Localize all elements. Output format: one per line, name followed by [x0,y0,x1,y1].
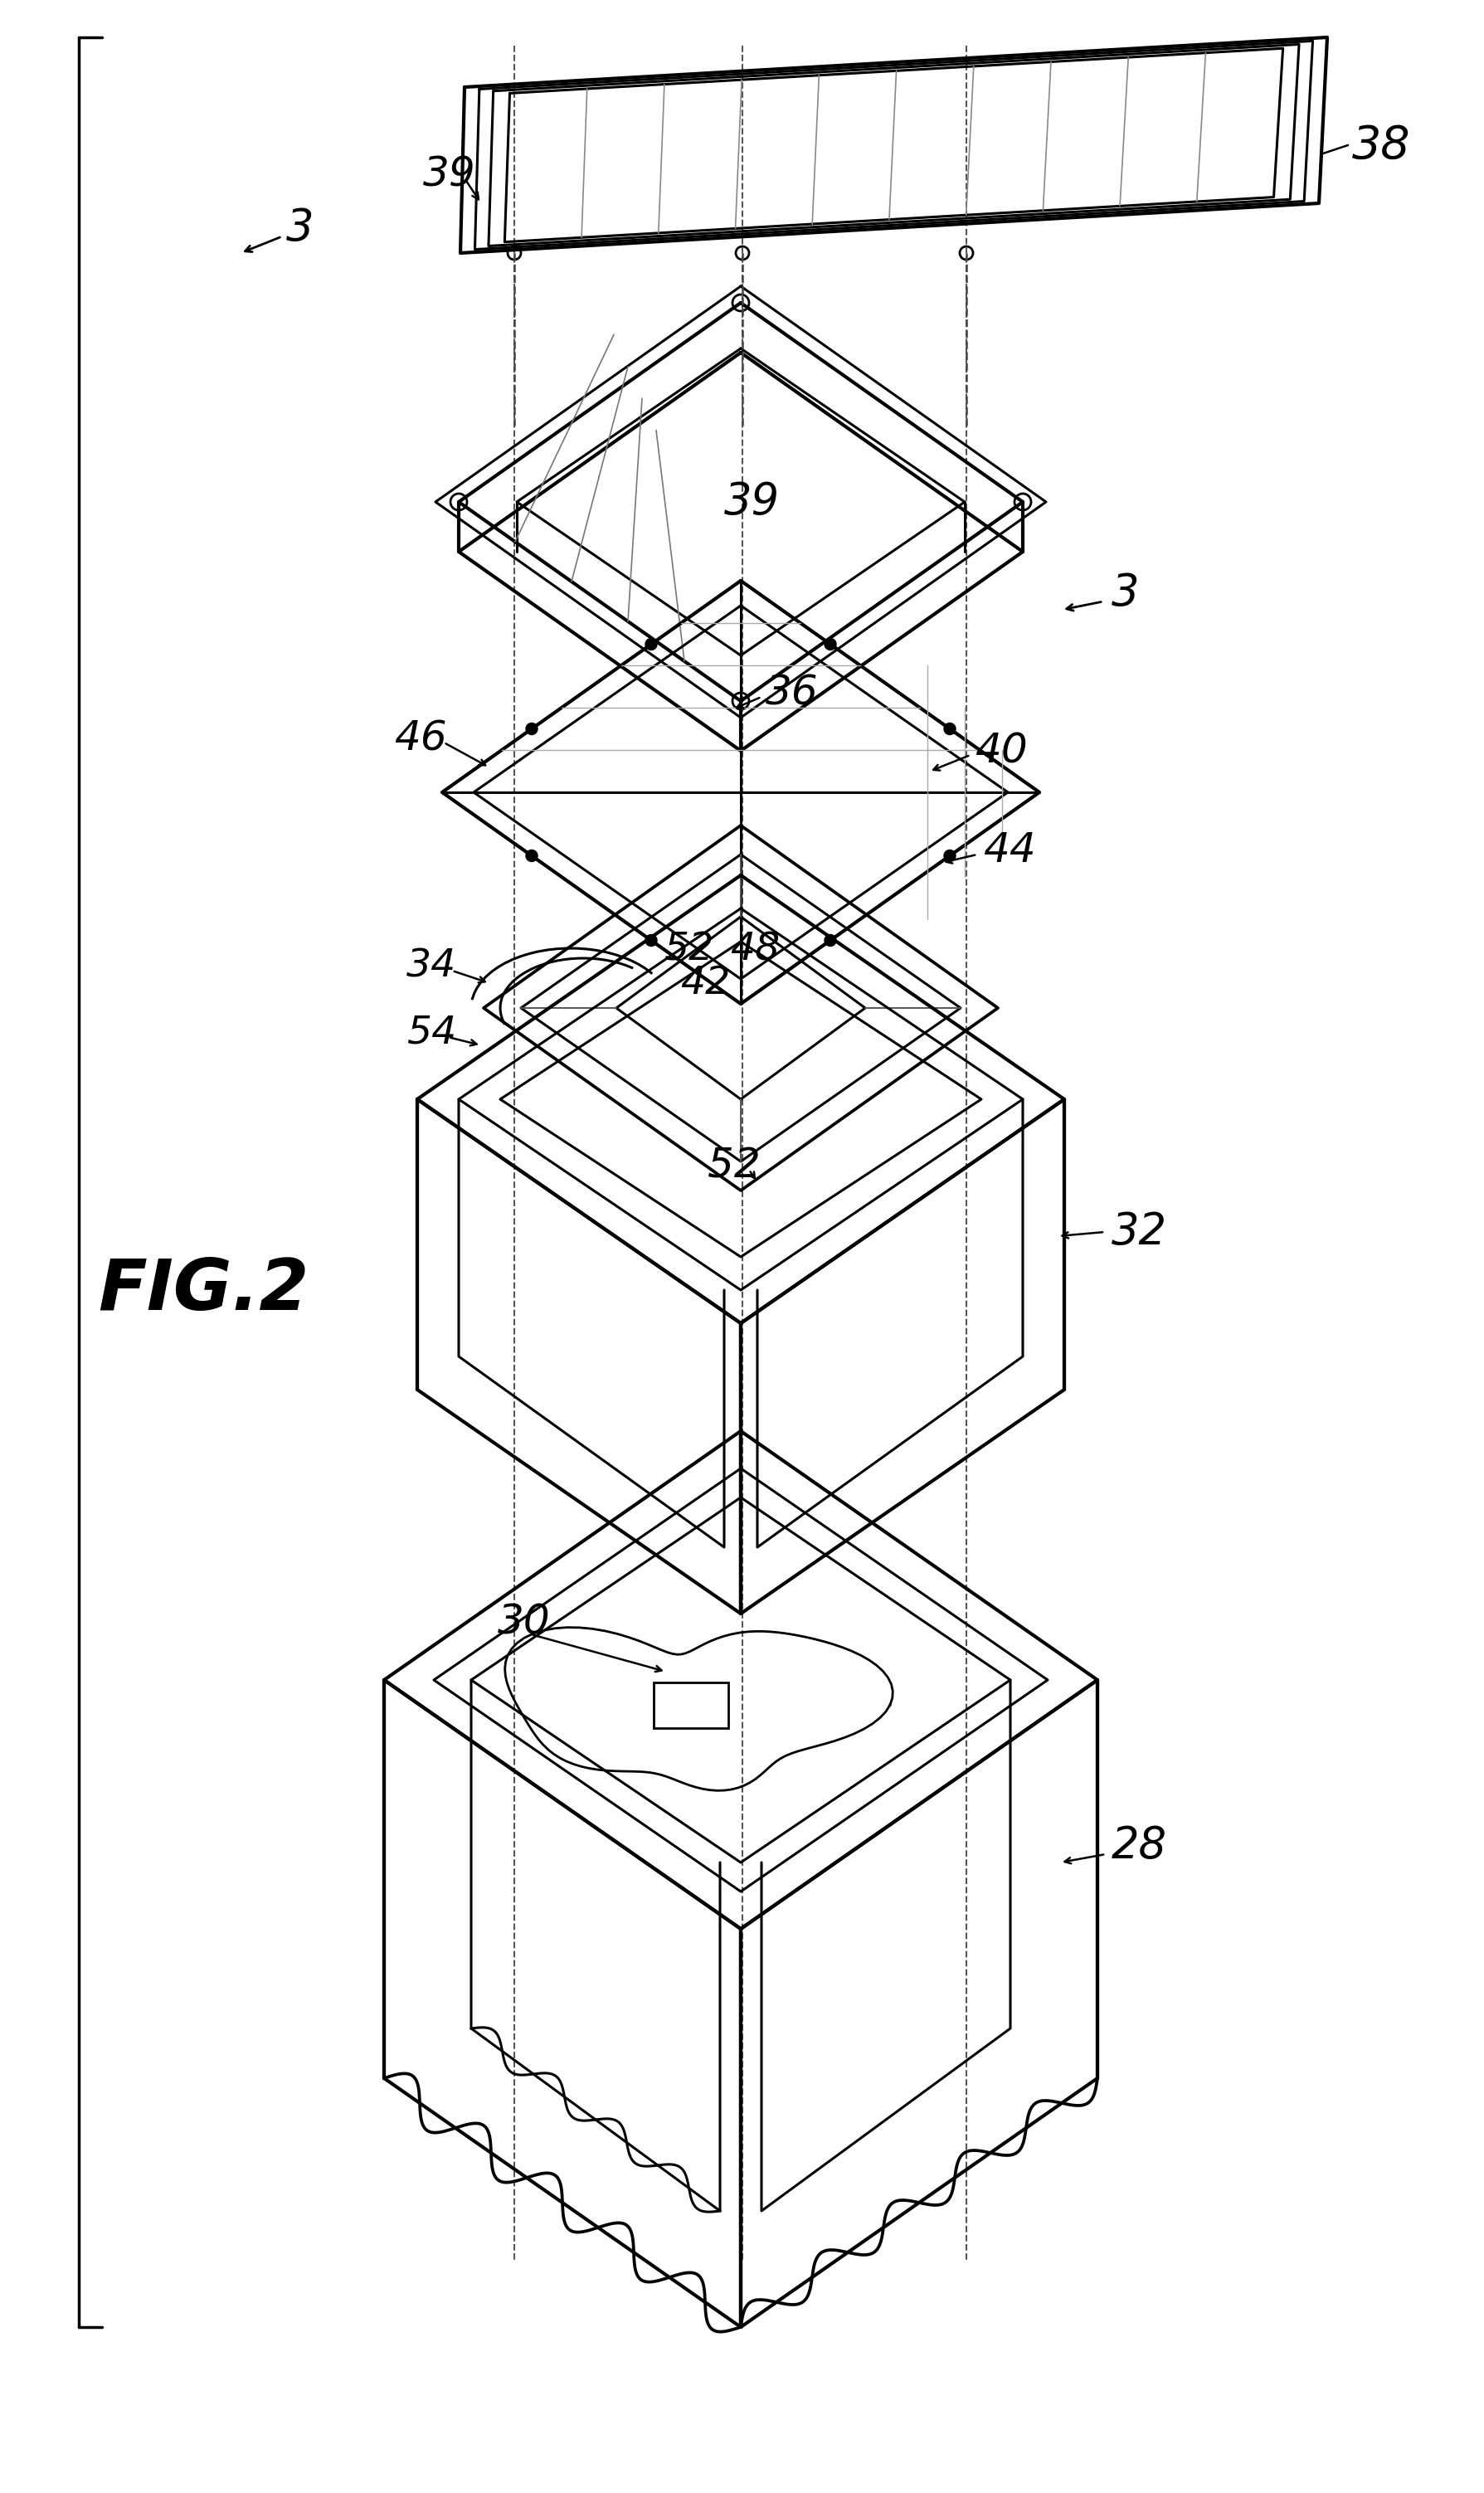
Text: 39: 39 [724,481,779,524]
Circle shape [824,935,835,947]
Circle shape [525,723,537,735]
Text: 48: 48 [730,932,779,970]
Circle shape [944,723,956,735]
Circle shape [646,935,656,947]
Text: 44: 44 [982,830,1036,870]
Text: 3: 3 [1112,571,1138,616]
Bar [653,1683,729,1728]
Text: 52: 52 [708,1147,760,1187]
Text: 30: 30 [497,1603,551,1643]
Text: 39: 39 [423,155,476,194]
Circle shape [944,850,956,863]
Circle shape [525,850,537,863]
Text: 28: 28 [1112,1825,1166,1867]
Text: 52: 52 [663,932,714,970]
Circle shape [646,638,656,651]
Text: 38: 38 [1352,122,1410,167]
Text: 42: 42 [680,965,730,1002]
Text: 32: 32 [1112,1212,1166,1254]
Text: 54: 54 [407,1015,456,1052]
Text: FIG.2: FIG.2 [98,1256,309,1324]
Text: 34: 34 [407,947,456,985]
Circle shape [824,638,835,651]
Text: 46: 46 [393,718,447,758]
Text: 36: 36 [766,673,818,713]
Text: 40: 40 [974,730,1027,770]
Text: 3: 3 [286,207,313,249]
